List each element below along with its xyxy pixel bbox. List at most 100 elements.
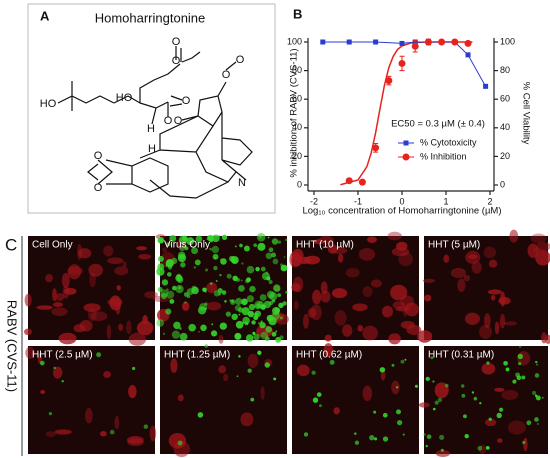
red-signal (106, 324, 112, 340)
red-signal (362, 385, 373, 402)
green-signal (217, 234, 221, 238)
red-signal (155, 234, 166, 240)
green-signal (273, 377, 277, 381)
red-signal (488, 259, 498, 268)
green-signal (254, 300, 263, 309)
green-signal (522, 440, 526, 445)
red-signal (126, 435, 144, 444)
atom-label: H (148, 143, 156, 155)
red-signal (358, 248, 376, 261)
red-signal (310, 304, 322, 321)
point (464, 39, 472, 47)
green-signal (354, 440, 360, 445)
green-signal (260, 331, 269, 340)
red-signal (352, 303, 368, 312)
green-signal (167, 265, 173, 270)
x-tick-label: -1 (354, 196, 362, 206)
tile-label: Virus Only (164, 240, 210, 251)
red-signal (100, 431, 107, 437)
red-signal (501, 389, 519, 400)
green-signal (434, 400, 439, 405)
red-signal (136, 320, 154, 336)
green-signal (440, 448, 444, 452)
micrograph: Virus Only (152, 232, 289, 344)
green-signal (259, 322, 266, 329)
red-signal (118, 323, 124, 331)
red-signal (103, 245, 114, 257)
red-signal (406, 324, 422, 336)
green-signal (219, 273, 222, 277)
panel-a-frame (27, 3, 276, 214)
green-signal (414, 384, 418, 388)
red-signal (114, 266, 129, 276)
red-signal (418, 402, 430, 408)
green-signal (259, 294, 267, 301)
red-signal (471, 261, 482, 274)
red-signal (40, 389, 46, 395)
red-signal (457, 278, 466, 293)
point (346, 39, 352, 45)
green-signal (109, 429, 115, 435)
green-signal (535, 395, 541, 401)
green-signal (205, 307, 208, 310)
green-signal (271, 252, 277, 258)
red-signal (417, 330, 433, 343)
green-signal (521, 375, 526, 380)
green-signal (265, 326, 273, 333)
green-signal (271, 238, 279, 245)
green-signal (277, 293, 282, 298)
green-signal (242, 321, 245, 324)
green-signal (373, 410, 377, 414)
red-signal (89, 272, 96, 288)
red-signal (128, 384, 137, 399)
red-signal (523, 437, 528, 452)
atom-label: O (182, 95, 191, 107)
red-signal (443, 254, 450, 263)
green-signal (425, 444, 428, 448)
green-signal (188, 323, 197, 332)
green-signal (48, 412, 53, 416)
fit-curve (340, 41, 473, 186)
green-signal (217, 288, 223, 294)
red-signal (331, 288, 348, 299)
green-signal (312, 397, 319, 403)
green-signal (277, 240, 282, 244)
green-signal (268, 292, 278, 301)
y2-axis-label: % Cell Viability (520, 82, 531, 145)
green-signal (279, 316, 283, 320)
green-signal (261, 272, 270, 281)
x-tick-label: 0 (399, 196, 404, 206)
red-signal (55, 293, 65, 302)
red-signal (535, 250, 550, 266)
red-signal (362, 286, 373, 298)
green-signal (179, 245, 186, 252)
red-signal (53, 366, 63, 379)
red-signal (36, 305, 53, 310)
red-signal (45, 431, 56, 438)
green-signal (251, 320, 256, 325)
red-signal (487, 289, 502, 295)
red-signal (494, 321, 500, 335)
green-signal (226, 273, 232, 279)
red-signal (24, 293, 32, 307)
green-signal (423, 433, 426, 436)
y-tick-label: 20 (292, 151, 302, 161)
red-signal (78, 248, 92, 259)
green-signal (143, 424, 149, 429)
green-signal (238, 313, 241, 316)
green-signal (204, 302, 208, 306)
green-signal (198, 330, 200, 333)
red-signal (497, 438, 503, 443)
green-signal (311, 370, 316, 375)
green-signal (234, 245, 237, 248)
green-signal (404, 358, 407, 361)
green-signal (245, 334, 254, 342)
green-signal (268, 247, 274, 253)
green-signal (194, 259, 201, 266)
green-signal (173, 321, 181, 330)
green-signal (214, 256, 217, 260)
atom-label: O (222, 69, 231, 81)
red-signal (52, 288, 57, 302)
point (320, 39, 326, 45)
